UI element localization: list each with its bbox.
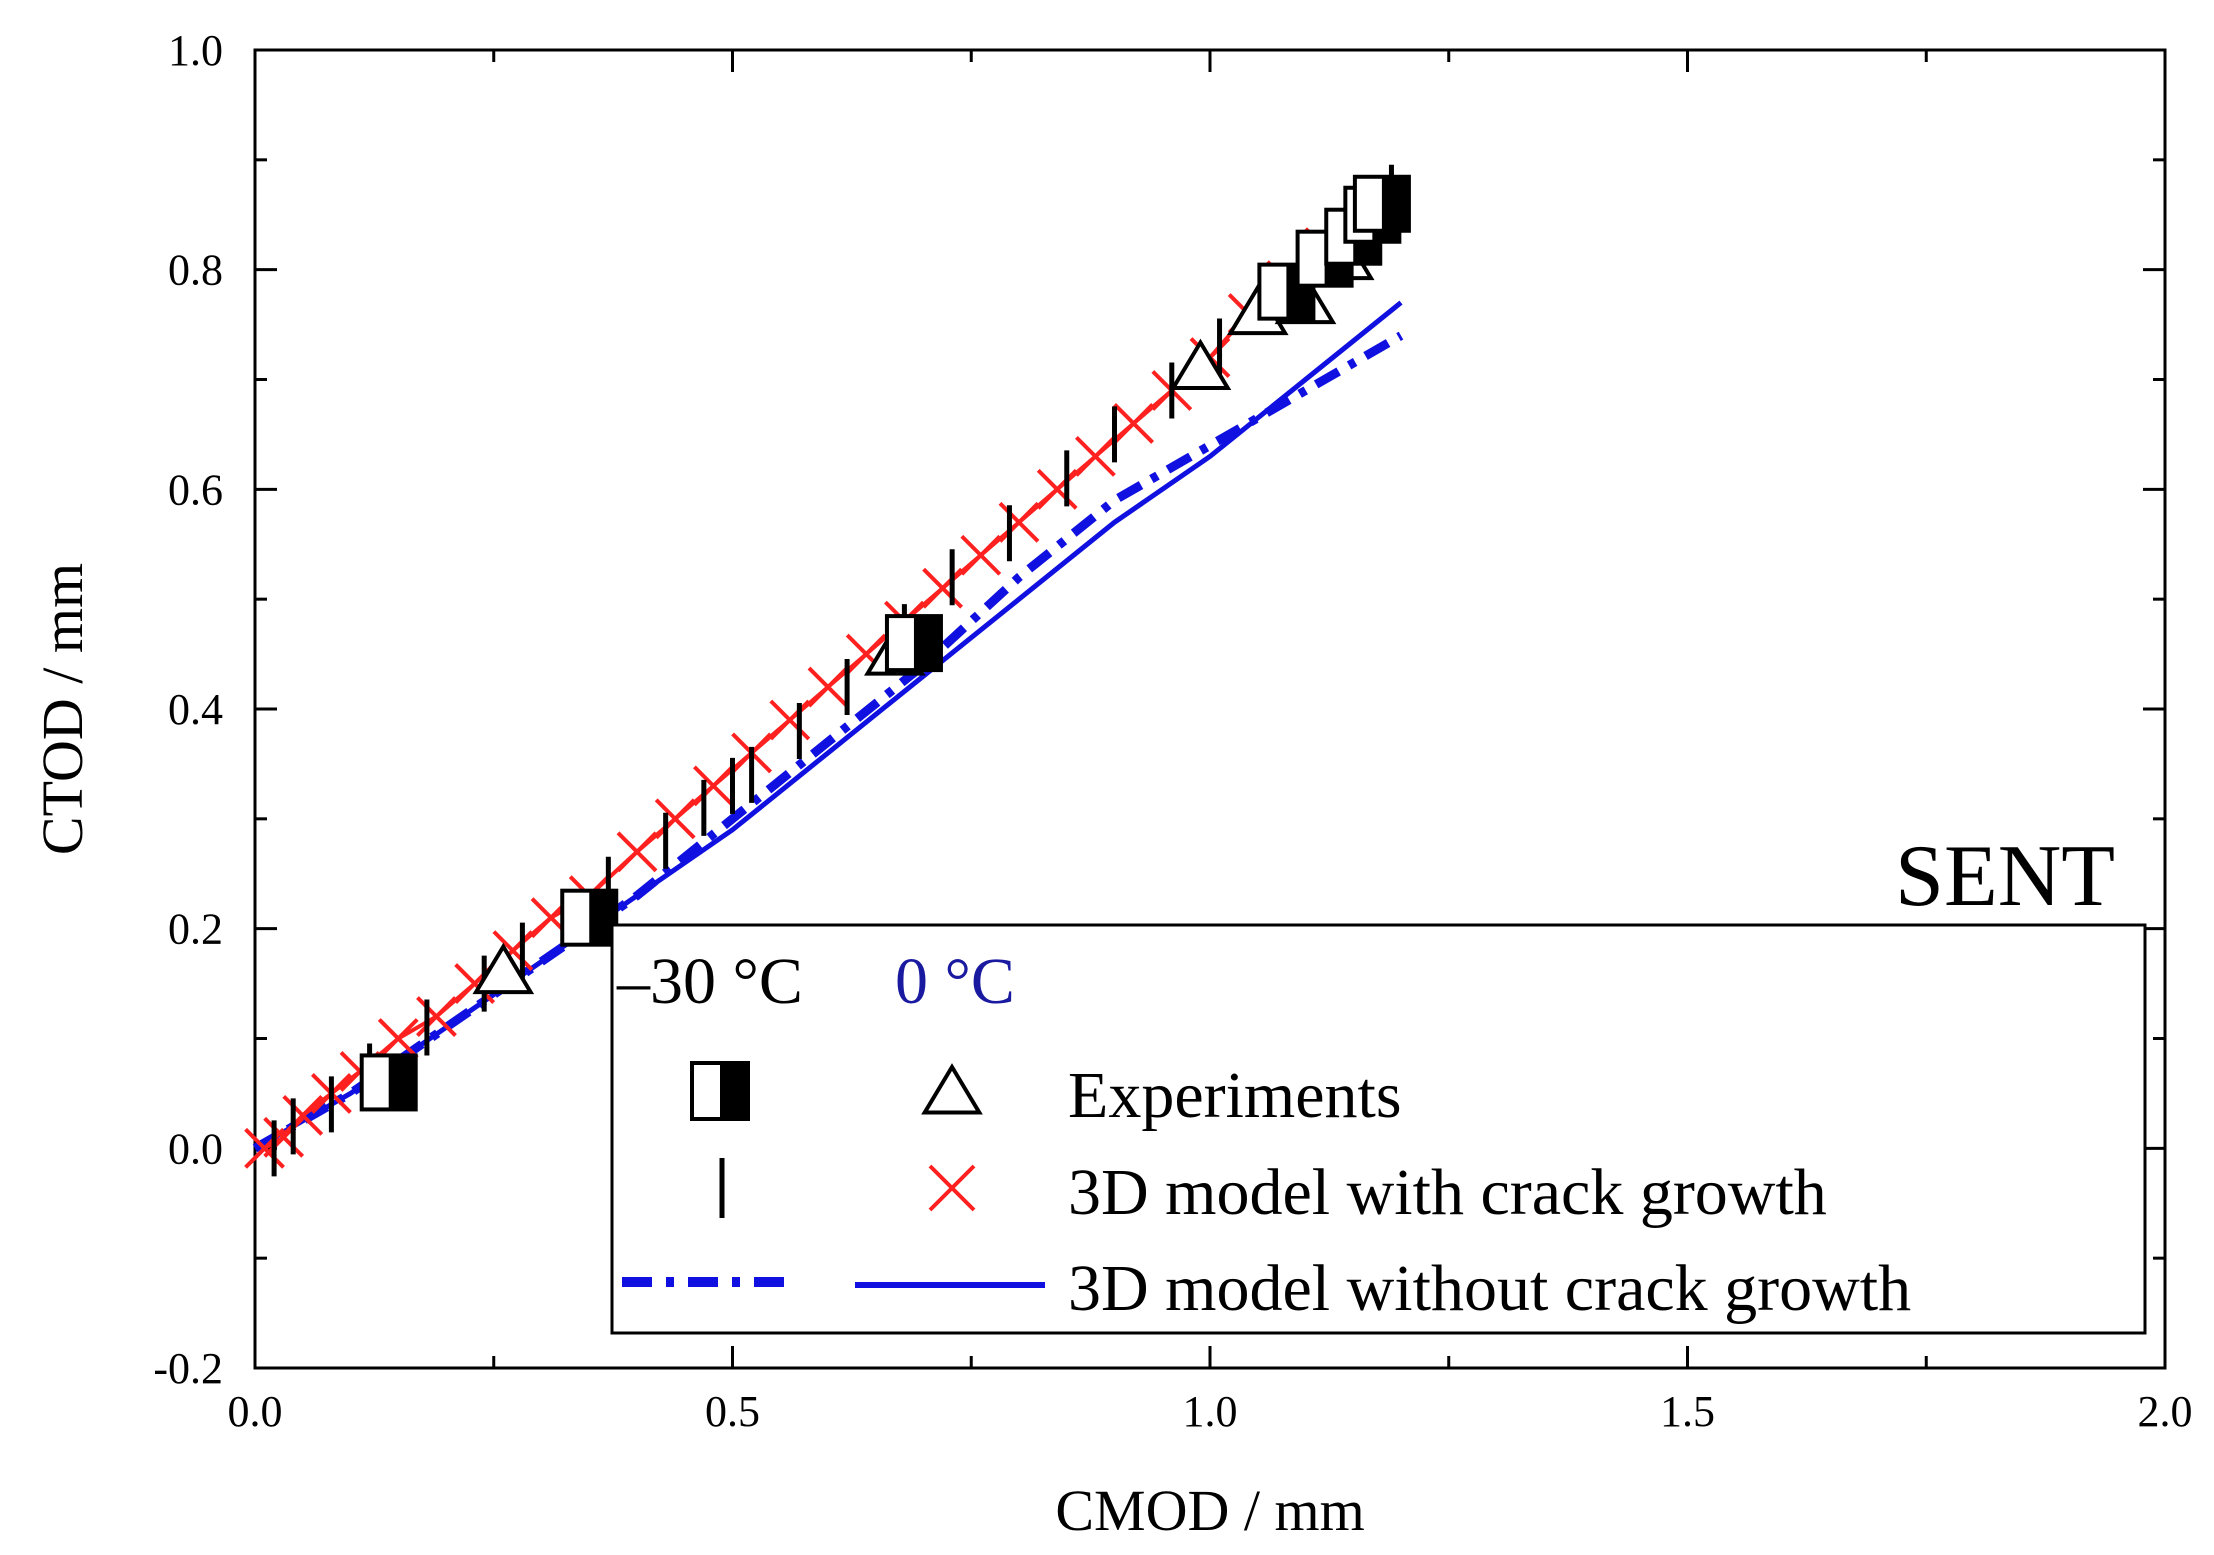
series-line-with-crack-growth-0 (263, 246, 1326, 1151)
x-tick-label: 1.0 (1183, 1387, 1238, 1436)
legend-header-minus30: –30 °C (616, 945, 803, 1018)
y-tick-label: 0.2 (168, 905, 223, 954)
y-tick-label: -0.2 (153, 1344, 223, 1393)
y-axis-title: CTOD / mm (30, 563, 95, 855)
x-axis-title: CMOD / mm (1055, 1478, 1364, 1543)
x-tick-label: 2.0 (2138, 1387, 2193, 1436)
y-tick-label: 0.4 (168, 685, 223, 734)
series-markers (244, 164, 1411, 1177)
legend-label-experiments: Experiments (1068, 1059, 1402, 1132)
y-tick-label: 0.6 (168, 465, 223, 514)
legend-cross-icon (928, 1164, 976, 1212)
half-square-marker (884, 614, 943, 673)
x-tick-label: 0.0 (228, 1387, 283, 1436)
sent-annotation: SENT (1895, 828, 2115, 925)
triangle-marker (1169, 338, 1232, 391)
y-tick-label: 1.0 (168, 26, 223, 75)
square-fill (720, 1063, 748, 1119)
half-square-marker (359, 1053, 418, 1112)
half-square-marker (1352, 174, 1411, 233)
x-tick-label: 0.5 (705, 1387, 760, 1436)
legend-triangle-icon (921, 1063, 983, 1115)
square-fill (913, 616, 941, 671)
y-tick-label: 0.0 (168, 1124, 223, 1173)
cross-marker (244, 1127, 285, 1169)
axis-ticks (253, 48, 2167, 1370)
square-fill (1381, 176, 1409, 231)
y-tick-label: 0.8 (168, 246, 223, 295)
legend: –30 °C 0 °C Experiments 3D model with cr… (610, 923, 2147, 1335)
y-tick-labels: -0.2 0.0 0.2 0.4 0.6 0.8 1.0 (153, 26, 223, 1393)
x-tick-label: 1.5 (1660, 1387, 1715, 1436)
legend-half-square-icon (690, 1061, 750, 1121)
legend-label-without-crack-growth: 3D model without crack growth (1068, 1252, 1911, 1325)
legend-header-0: 0 °C (895, 945, 1015, 1018)
legend-label-with-crack-growth: 3D model with crack growth (1068, 1156, 1827, 1229)
series-line-without-crack-growth-minus30 (252, 331, 1404, 1153)
legend-symbols (622, 1061, 1045, 1288)
square-fill (388, 1055, 416, 1110)
triangle-marker (472, 942, 535, 995)
half-square-marker (560, 888, 619, 947)
x-tick-labels: 0.0 0.5 1.0 1.5 2.0 (228, 1387, 2193, 1436)
legend-frame (610, 923, 2147, 1335)
